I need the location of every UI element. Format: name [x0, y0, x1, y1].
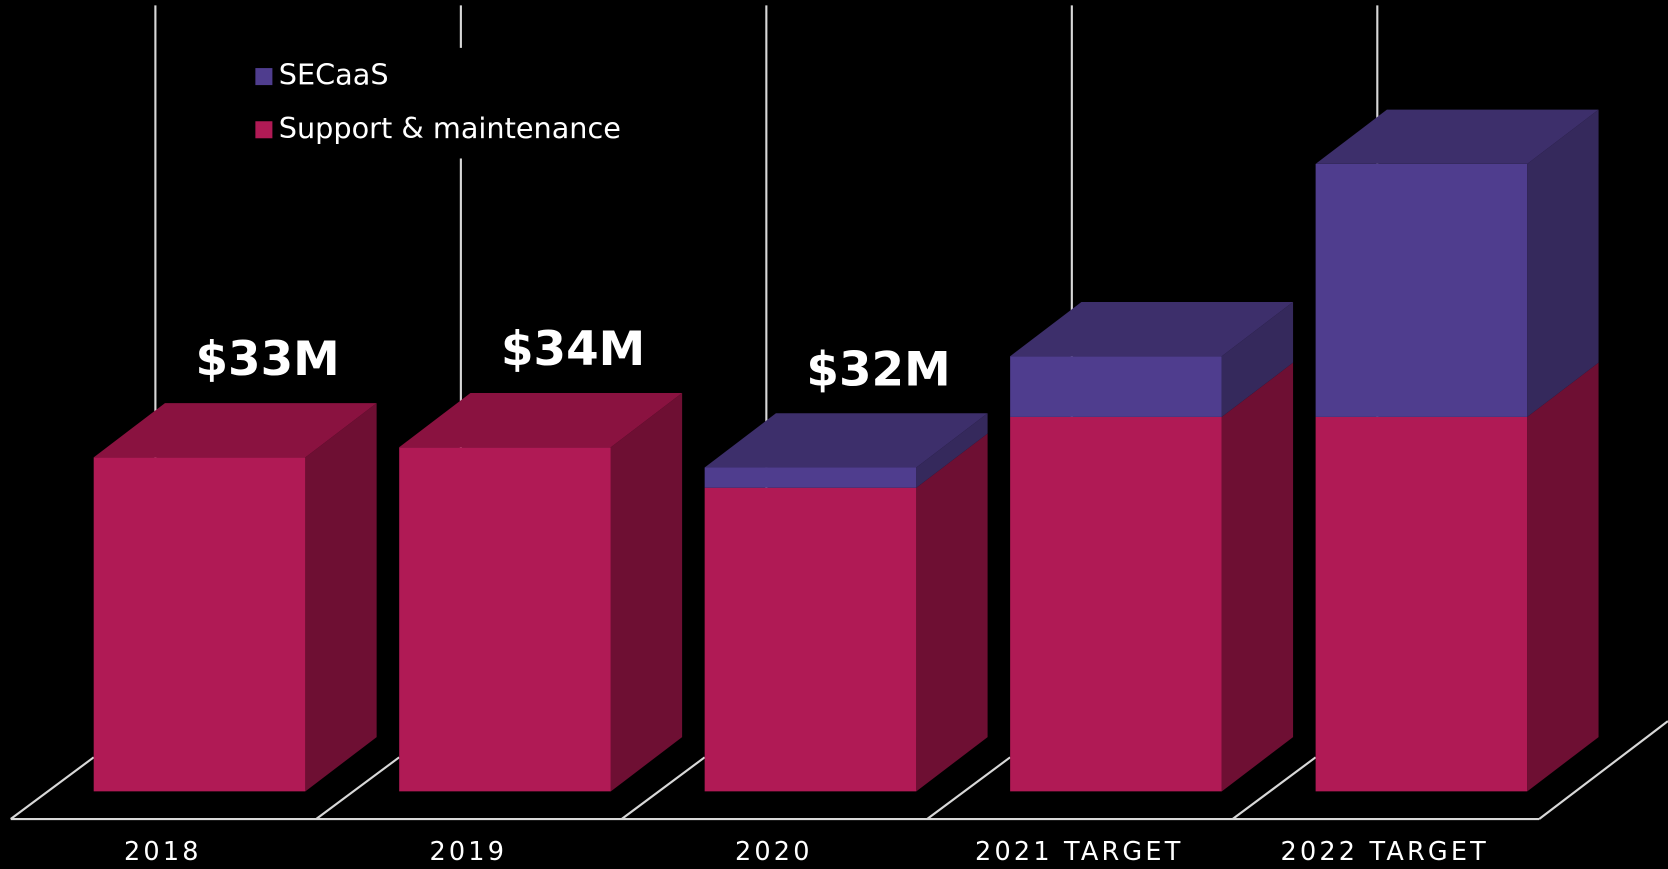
- bar-side: [305, 403, 377, 792]
- x-tick-label: 2019: [429, 837, 507, 867]
- bar-segment: [93, 457, 306, 792]
- x-tick-label: 2021 TARGET: [975, 837, 1183, 867]
- bar-segment: [1010, 416, 1222, 792]
- floor-line: [621, 756, 706, 820]
- bar-top: [399, 393, 683, 448]
- bar-side: [916, 433, 988, 792]
- floor-line: [10, 756, 95, 820]
- total-label: $32M: [806, 343, 950, 397]
- bar-segment: [1315, 163, 1528, 417]
- bar-side: [1527, 362, 1599, 792]
- legend-swatch: [255, 68, 273, 86]
- total-label: $33M: [195, 333, 339, 387]
- x-tick-label: 2022 TARGET: [1281, 837, 1489, 867]
- floor-line: [315, 756, 400, 820]
- floor-line: [1232, 756, 1317, 820]
- bar-segment: [399, 447, 611, 792]
- legend-label: Support & maintenance: [279, 111, 621, 145]
- x-tick-label: 2018: [124, 837, 202, 867]
- bar-top: [1010, 301, 1294, 357]
- legend-bg: [239, 47, 644, 159]
- bar-top: [1315, 109, 1599, 164]
- bar-side: [610, 393, 683, 792]
- bar-side: [1221, 362, 1294, 792]
- floor-line: [1538, 720, 1668, 820]
- total-label: $34M: [501, 323, 645, 377]
- floor-line: [926, 756, 1011, 820]
- bar-side: [1221, 301, 1294, 417]
- bar-segment: [1315, 416, 1528, 792]
- legend-swatch: [255, 121, 273, 139]
- bar-top: [704, 413, 988, 468]
- bar-top: [93, 403, 377, 458]
- bar-segment: [704, 467, 917, 488]
- bar-side: [916, 413, 988, 488]
- bar-side: [1527, 109, 1599, 417]
- x-tick-label: 2020: [735, 837, 813, 867]
- bar-segment: [1010, 356, 1222, 417]
- bar-segment: [704, 487, 917, 792]
- legend-label: SECaaS: [279, 58, 389, 92]
